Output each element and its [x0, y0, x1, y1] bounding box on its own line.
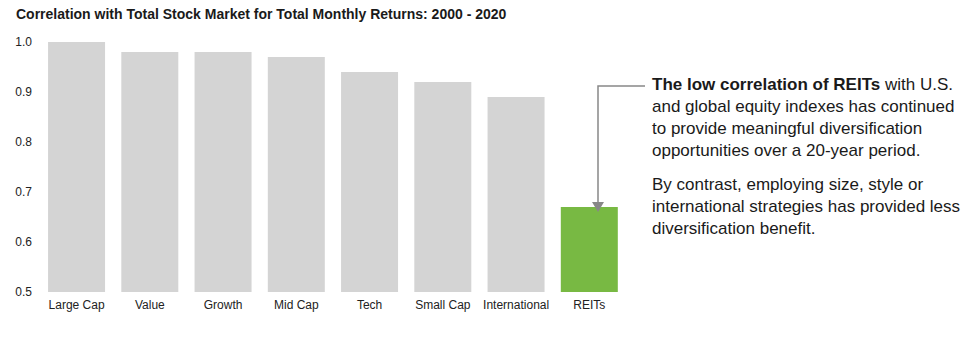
svg-text:Mid Cap: Mid Cap — [274, 298, 319, 312]
svg-text:Tech: Tech — [357, 298, 382, 312]
html-text:The low correlation of REITs w: The low correlation of REITs with U.S. a… — [652, 75, 955, 160]
html-text:Correlation with Total Stock M: Correlation with Total Stock Market for … — [16, 6, 507, 22]
svg-text:REITs: REITs — [573, 298, 605, 312]
svg-text:0.9: 0.9 — [15, 85, 32, 99]
svg-text:0.7: 0.7 — [15, 185, 32, 199]
svg-text:International: International — [483, 298, 549, 312]
svg-text:0.5: 0.5 — [15, 285, 32, 299]
svg-text:0.8: 0.8 — [15, 135, 32, 149]
html-text:By contrast, employing size, s: By contrast, employing size, style or in… — [652, 175, 961, 238]
svg-text:0.6: 0.6 — [15, 235, 32, 249]
svg-text:Value: Value — [135, 298, 165, 312]
svg-text:Small Cap: Small Cap — [415, 298, 471, 312]
svg-text:Large Cap: Large Cap — [49, 298, 105, 312]
svg-text:1.0: 1.0 — [15, 35, 32, 49]
svg-text:Growth: Growth — [204, 298, 243, 312]
